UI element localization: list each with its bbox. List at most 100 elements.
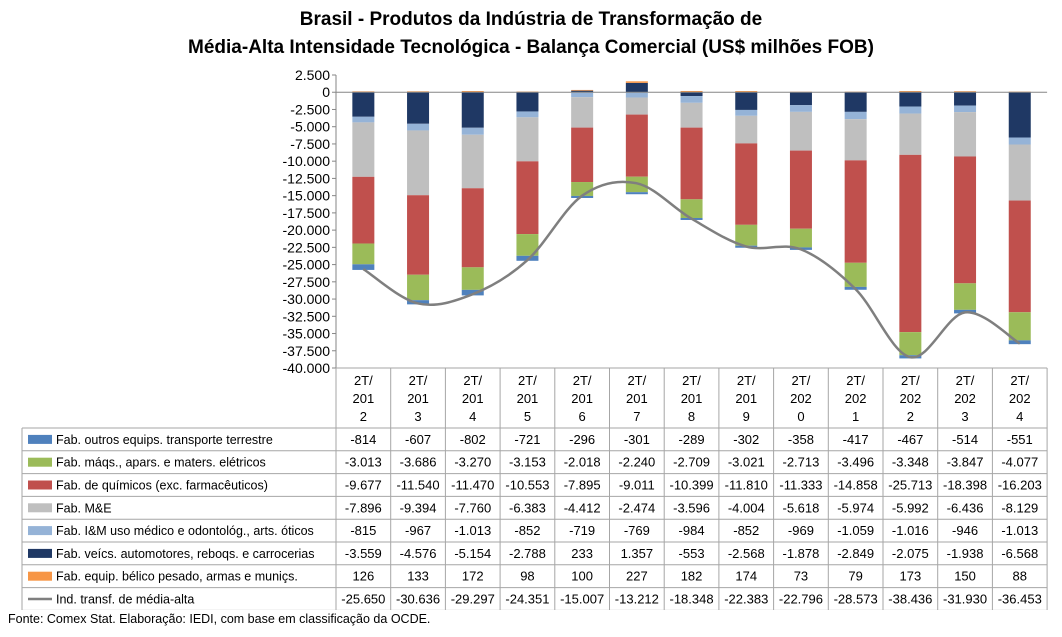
data-cell: -1.059 (837, 523, 874, 538)
bar-segment (571, 92, 594, 98)
data-cell: 100 (571, 569, 593, 584)
data-cell: -3.686 (400, 455, 437, 470)
data-cell: -358 (788, 432, 814, 447)
bar-segment (461, 188, 484, 268)
legend-key (28, 503, 52, 513)
bar-segment (571, 89, 594, 91)
data-cell: 126 (352, 569, 374, 584)
data-cell: -802 (460, 432, 486, 447)
data-cell: -2.240 (618, 455, 655, 470)
chart-title: Brasil - Produtos da Indústria de Transf… (299, 9, 763, 30)
data-cell: -553 (679, 546, 705, 561)
bar-segment (899, 91, 922, 93)
data-cell: -25.650 (341, 592, 385, 607)
legend-key (28, 434, 52, 444)
bar-segment (625, 114, 648, 177)
bar-segment (516, 161, 539, 235)
data-cell: 174 (735, 569, 757, 584)
category-label: 201 (681, 391, 703, 406)
category-label: 2T/ (737, 373, 756, 388)
bar-segment (735, 92, 758, 110)
y-tick-label: 2.500 (295, 67, 330, 83)
y-tick-label: -22.500 (283, 239, 331, 255)
bar-segment (954, 91, 977, 93)
category-label: 2T/ (518, 373, 537, 388)
data-cell: 233 (571, 546, 593, 561)
bar-segment (954, 105, 977, 113)
bar-segment (844, 262, 867, 287)
data-cell: -3.270 (454, 455, 491, 470)
bar-segment (352, 116, 375, 123)
line-media-alta (362, 180, 1021, 359)
data-cell: 98 (520, 569, 534, 584)
category-label: 201 (626, 391, 648, 406)
bar-segment (899, 106, 922, 114)
y-tick-label: -32.500 (283, 308, 331, 324)
data-cell: -769 (624, 523, 650, 538)
bar-segment (680, 92, 703, 97)
data-cell: -5.992 (892, 500, 929, 515)
data-cell: -969 (788, 523, 814, 538)
bar-segment (516, 255, 539, 261)
bar-segment (407, 130, 430, 196)
bar-segment (844, 92, 867, 112)
data-cell: -15.007 (560, 592, 604, 607)
chart-canvas: 2.5000-2.500-5.000-7.500-10.000-12.500-1… (21, 67, 1048, 610)
category-label: 2T/ (846, 373, 865, 388)
y-tick-label: -7.500 (290, 136, 330, 152)
bar-segment (461, 134, 484, 189)
data-cell: 227 (626, 569, 648, 584)
category-label: 201 (517, 391, 539, 406)
bar-segment (735, 91, 758, 93)
data-cell: -4.077 (1001, 455, 1038, 470)
data-cell: -2.075 (892, 546, 929, 561)
y-tick-label: -20.000 (283, 222, 331, 238)
legend-key (28, 480, 52, 490)
bar-segment (352, 92, 375, 117)
bar-segment (571, 127, 594, 183)
data-cell: -3.596 (673, 500, 710, 515)
legend-key (28, 526, 52, 536)
y-tick-label: -35.000 (283, 326, 331, 342)
bar-segment (789, 111, 812, 151)
bar-segment (352, 243, 375, 265)
source-note: Fonte: Comex Stat. Elaboração: IEDI, com… (8, 612, 431, 626)
category-label: 202 (1009, 391, 1031, 406)
bar-segment (407, 123, 430, 131)
bar-segment (625, 97, 648, 115)
bar-segment (461, 92, 484, 128)
bar-segment (625, 92, 648, 98)
bar-segment (461, 127, 484, 135)
data-cell: -719 (569, 523, 595, 538)
data-cell: -301 (624, 432, 650, 447)
bar-segment (844, 160, 867, 263)
category-label: 2T/ (627, 373, 646, 388)
data-cell: -3.496 (837, 455, 874, 470)
y-tick-label: -30.000 (283, 291, 331, 307)
legend-key (28, 548, 52, 558)
category-label: 2T/ (1010, 373, 1029, 388)
data-cell: 73 (794, 569, 808, 584)
data-cell: 172 (462, 569, 484, 584)
data-cell: -10.399 (670, 478, 714, 493)
bar-segment (954, 92, 977, 106)
bar-segment (1008, 312, 1031, 341)
data-cell: -2.709 (673, 455, 710, 470)
category-label: 2T/ (573, 373, 592, 388)
data-cell: -3.013 (345, 455, 382, 470)
category-label: 9 (743, 409, 750, 424)
data-cell: -551 (1007, 432, 1033, 447)
data-cell: -16.203 (998, 478, 1042, 493)
bar-segment (899, 154, 922, 333)
legend-label: Fab. equip. bélico pesado, armas e muniç… (56, 570, 298, 584)
y-tick-label: -5.000 (290, 119, 330, 135)
data-cell: -18.398 (943, 478, 987, 493)
data-cell: -8.129 (1001, 500, 1038, 515)
data-cell: 173 (899, 569, 921, 584)
category-label: 6 (579, 409, 586, 424)
bar-segment (1008, 144, 1031, 201)
data-cell: -1.016 (892, 523, 929, 538)
data-cell: -984 (679, 523, 705, 538)
bar-segment (571, 90, 594, 93)
data-cell: -2.713 (783, 455, 820, 470)
